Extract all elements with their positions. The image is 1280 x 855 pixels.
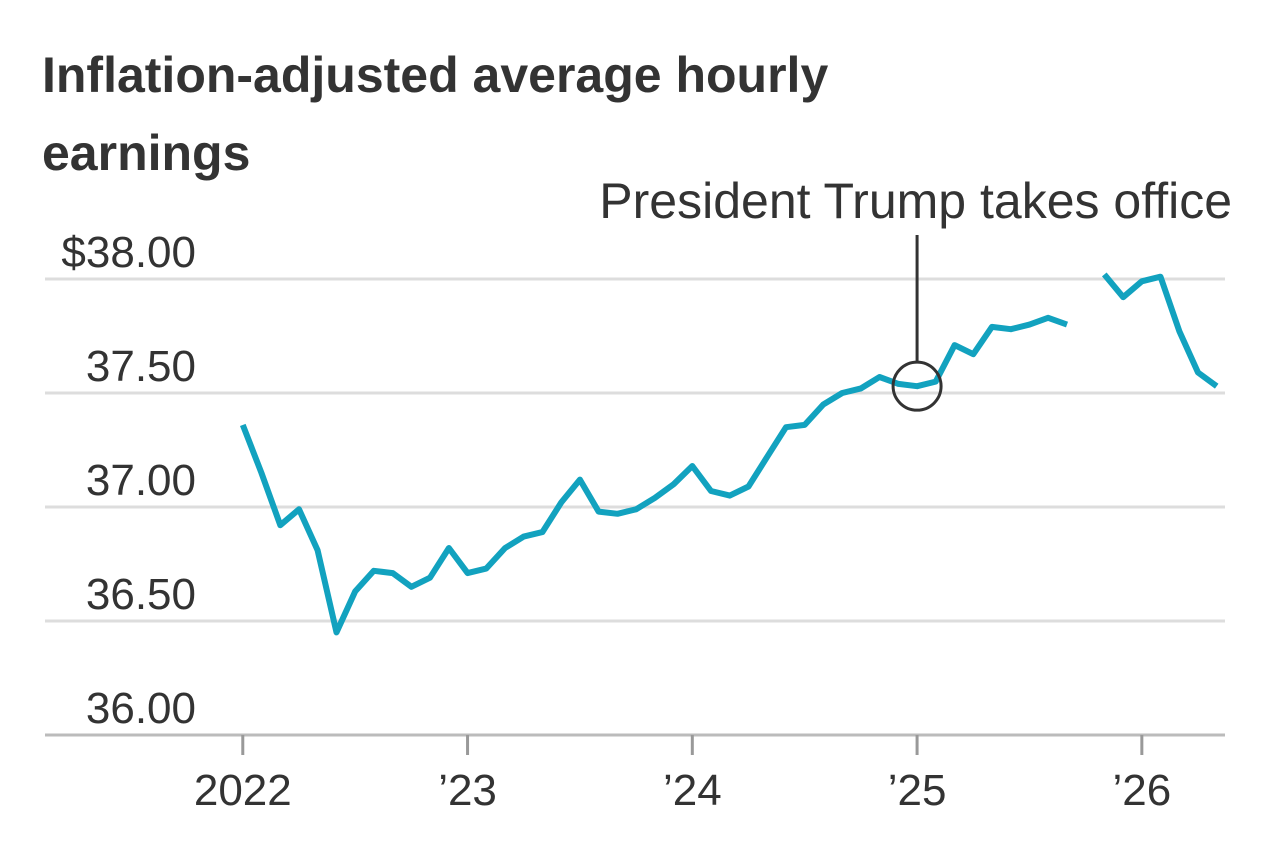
annotation-circle — [891, 360, 943, 412]
data-line — [240, 272, 1219, 636]
y-tick-label: 37.00 — [86, 456, 196, 505]
x-tick-label: ’26 — [1112, 766, 1171, 815]
x-tick-label: 2022 — [194, 766, 292, 815]
annotation-text: President Trump takes office — [599, 173, 1232, 229]
y-tick-label: 37.50 — [86, 342, 196, 391]
y-tick-label: $38.00 — [61, 228, 196, 277]
x-tick-label: ’23 — [438, 766, 497, 815]
x-tick-label: ’24 — [663, 766, 722, 815]
x-tick-label: ’25 — [888, 766, 947, 815]
y-tick-label: 36.50 — [86, 570, 196, 619]
chart-title: Inflation-adjusted average hourly earning… — [42, 47, 828, 181]
y-tick-label: 36.00 — [86, 684, 196, 733]
